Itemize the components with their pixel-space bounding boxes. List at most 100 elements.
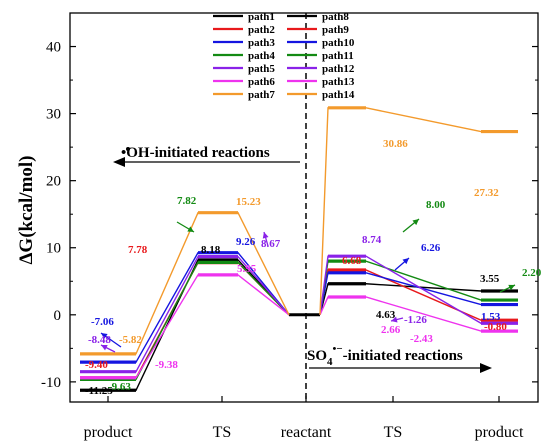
legend-label: path1 bbox=[248, 11, 275, 23]
label-arrowhead bbox=[187, 226, 194, 232]
y-axis-title: ΔG(kcal/mol) bbox=[16, 155, 37, 264]
legend-label: path14 bbox=[322, 89, 355, 101]
value-label: -8.48 bbox=[88, 334, 111, 346]
oh-initiated-label: •OH-initiated reactions bbox=[121, 145, 270, 161]
x-tick-label: TS bbox=[213, 424, 232, 441]
legend-label: path11 bbox=[322, 50, 354, 62]
value-label: -2.43 bbox=[410, 333, 433, 345]
value-label: 2.20 bbox=[522, 267, 542, 279]
label-arrowhead bbox=[101, 345, 108, 351]
value-label: -5.82 bbox=[119, 334, 142, 346]
axes: -10 0 10 20 30 40 ΔG(kcal/mol) product TS reactan… bbox=[16, 12, 539, 441]
series-path1 bbox=[80, 258, 290, 392]
y-tick-label: 30 bbox=[46, 107, 61, 123]
value-label: 15.23 bbox=[236, 196, 261, 208]
legend-label: path4 bbox=[248, 50, 275, 62]
oh-arrowhead bbox=[113, 157, 125, 167]
value-label: -7.06 bbox=[91, 316, 114, 328]
y-tick-label: 20 bbox=[46, 174, 61, 190]
series-path6 bbox=[80, 273, 290, 380]
series-path12 bbox=[319, 254, 518, 325]
so4-main: SO bbox=[307, 348, 327, 364]
label-arrowhead bbox=[508, 284, 515, 291]
value-label: 5.95 bbox=[237, 263, 257, 275]
x-tick-label: product bbox=[475, 424, 524, 441]
legend-entry-path9: path9 bbox=[287, 24, 349, 36]
oh-radical-dot bbox=[126, 147, 130, 151]
series-path13 bbox=[319, 295, 518, 333]
value-label: 1.53 bbox=[481, 311, 501, 323]
legend-label: path8 bbox=[322, 11, 349, 23]
value-label: 27.32 bbox=[474, 187, 499, 199]
series-path3 bbox=[80, 251, 290, 364]
series-path4 bbox=[80, 260, 290, 381]
y-tick-label: -10 bbox=[41, 375, 61, 391]
series-line bbox=[80, 252, 290, 363]
value-label: 6.26 bbox=[421, 242, 441, 254]
series-path7 bbox=[80, 211, 290, 356]
legend-label: path7 bbox=[248, 89, 275, 101]
so4-initiated-label: SO4•−-initiated reactions bbox=[307, 343, 463, 368]
value-label: 7.78 bbox=[128, 244, 148, 256]
series-path14 bbox=[319, 106, 518, 315]
value-label: -11.25 bbox=[85, 385, 113, 397]
value-label: 8.00 bbox=[426, 199, 446, 211]
legend-entry-path10: path10 bbox=[287, 37, 355, 49]
legend-entry-path4: path4 bbox=[213, 50, 275, 62]
legend-entry-path3: path3 bbox=[213, 37, 275, 49]
legend-label: path13 bbox=[322, 76, 355, 88]
legend-label: path12 bbox=[322, 63, 355, 75]
series-path5 bbox=[80, 255, 290, 374]
legend-entry-path8: path8 bbox=[287, 11, 349, 23]
label-arrowhead bbox=[412, 219, 419, 226]
legend-label: path6 bbox=[248, 76, 275, 88]
x-tick-label: product bbox=[84, 424, 133, 441]
value-label: -9.38 bbox=[155, 359, 178, 371]
so4-sup: •− bbox=[333, 343, 343, 355]
plot-frame bbox=[69, 12, 539, 403]
x-tick-label: TS bbox=[384, 424, 403, 441]
legend-entry-path6: path6 bbox=[213, 76, 275, 88]
value-label: 8.18 bbox=[201, 244, 221, 256]
value-label: 30.86 bbox=[383, 138, 408, 150]
value-label: 8.67 bbox=[261, 238, 281, 250]
annotations: •OH-initiated reactions SO4•−-initiated … bbox=[113, 145, 492, 373]
y-tick-label: 40 bbox=[46, 40, 61, 56]
value-label: 4.63 bbox=[376, 309, 396, 321]
label-arrowhead bbox=[391, 316, 398, 323]
value-label: 7.82 bbox=[177, 195, 197, 207]
legend-entry-path1: path1 bbox=[213, 11, 275, 23]
value-label: -1.26 bbox=[404, 314, 427, 326]
label-arrowhead bbox=[402, 258, 409, 265]
series-path10 bbox=[319, 271, 518, 315]
value-label: 3.55 bbox=[480, 273, 500, 285]
legend-entry-path5: path5 bbox=[213, 63, 275, 75]
value-label: 2.66 bbox=[381, 324, 401, 336]
label-arrowhead bbox=[262, 232, 269, 239]
so4-sub: 4 bbox=[327, 356, 333, 368]
value-label: 6.68 bbox=[342, 255, 362, 267]
value-label: -9.40 bbox=[85, 359, 108, 371]
legend-label: path3 bbox=[248, 37, 275, 49]
legend-entry-path14: path14 bbox=[287, 89, 355, 101]
legend-entry-path2: path2 bbox=[213, 24, 275, 36]
so4-arrowhead bbox=[480, 363, 492, 373]
legend-entry-path11: path11 bbox=[287, 50, 354, 62]
value-labels: -11.25 -9.40 -7.06 -9.63 -8.48 -9.38 -5.82 8.18… bbox=[85, 138, 542, 397]
legend-label: path10 bbox=[322, 37, 355, 49]
legend-entry-path13: path13 bbox=[287, 76, 355, 88]
legend-label: path5 bbox=[248, 63, 275, 75]
series-path8 bbox=[319, 282, 518, 315]
value-label: 8.74 bbox=[362, 234, 382, 246]
value-label: -9.63 bbox=[108, 381, 131, 393]
legend-label: path2 bbox=[248, 24, 275, 36]
y-tick-label: 0 bbox=[54, 308, 62, 324]
y-tick-label: 10 bbox=[46, 241, 61, 257]
so4-rest: -initiated reactions bbox=[343, 348, 463, 364]
legend-entry-path7: path7 bbox=[213, 89, 275, 101]
value-label: -0.80 bbox=[484, 321, 507, 333]
value-label: 9.26 bbox=[236, 236, 256, 248]
reaction-paths bbox=[80, 106, 518, 392]
